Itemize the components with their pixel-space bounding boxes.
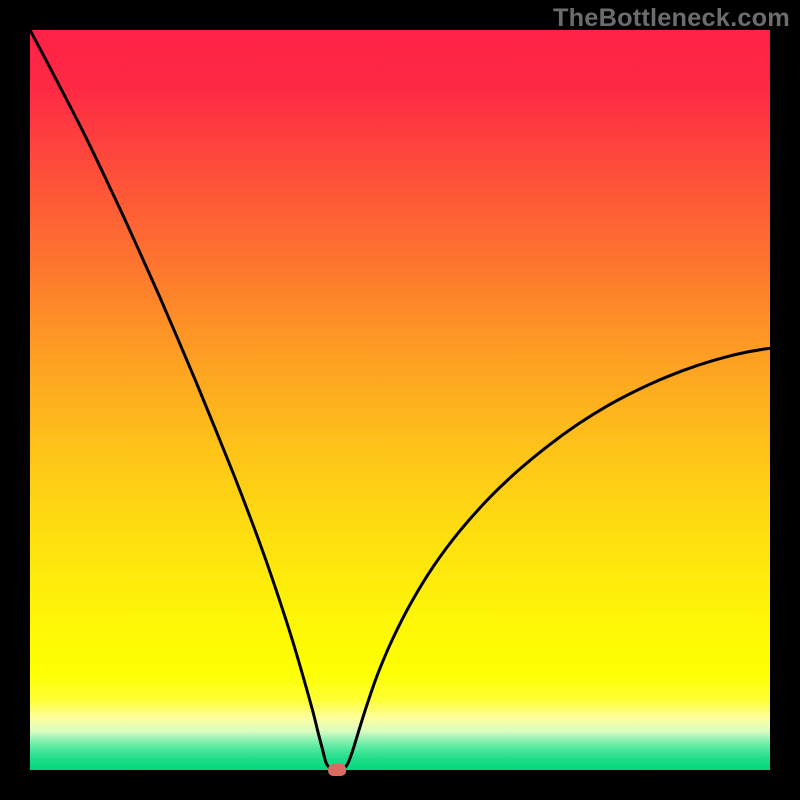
bottleneck-chart (0, 0, 800, 800)
plot-gradient (30, 30, 770, 770)
watermark-text: TheBottleneck.com (553, 4, 790, 33)
min-point-marker (328, 764, 346, 776)
chart-stage: TheBottleneck.com (0, 0, 800, 800)
